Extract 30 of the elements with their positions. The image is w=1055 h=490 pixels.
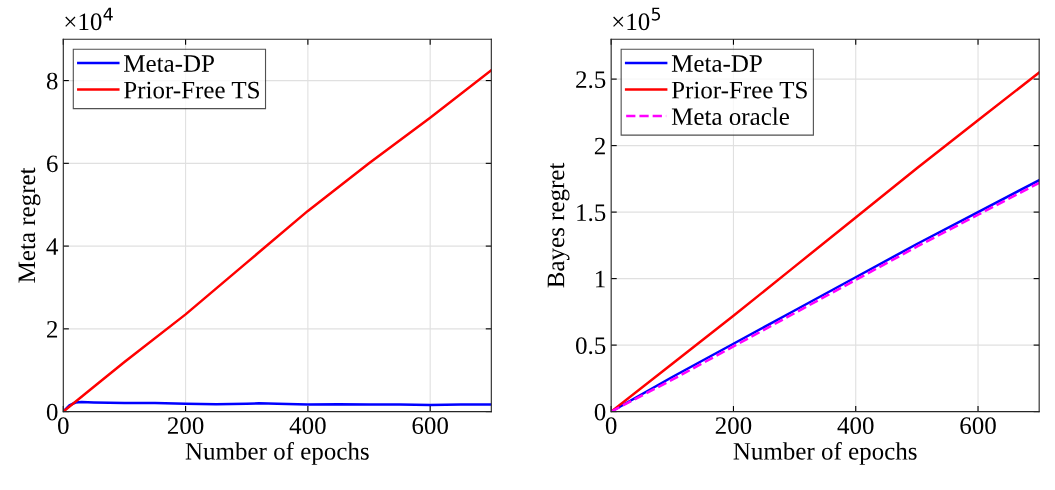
legend-label: Meta-DP [124, 55, 214, 72]
x-tick-label: 200 [167, 417, 204, 435]
y-tick-label: 8 [46, 72, 58, 90]
y-tick-label: 2 [47, 320, 58, 338]
x-tick-label: 0 [58, 417, 69, 435]
y-tick-label: 2.5 [576, 71, 606, 89]
y-axis-title: Meta regret [18, 167, 41, 283]
legend-label: Meta oracle [671, 107, 789, 126]
y-tick-label: 6 [47, 155, 58, 173]
text: ×10$^{5}$ [613, 7, 661, 31]
y-tick-label: 0.5 [576, 337, 606, 355]
legend-label: Meta-DP [671, 55, 762, 72]
text: ×10$^{4}$ [65, 7, 113, 31]
y-tick-label: 4 [46, 238, 59, 255]
y-tick-label: 0 [46, 403, 58, 421]
y-tick-label: 0 [594, 403, 606, 421]
x-axis-title: Number of epochs [185, 441, 369, 465]
x-tick-label: 600 [412, 417, 448, 435]
y-tick-label: 1.5 [577, 204, 606, 222]
legend-label: Prior-Free TS [671, 81, 807, 99]
x-tick-label: 0 [605, 417, 617, 435]
x-tick-label: 200 [715, 417, 752, 435]
y-tick-label: 2 [594, 137, 605, 155]
y-tick-label: 1 [596, 270, 605, 288]
x-axis-title: Number of epochs [733, 441, 917, 465]
legend-label: Prior-Free TS [124, 81, 259, 99]
y-axis-title: Bayes regret [547, 162, 570, 288]
x-tick-label: 600 [960, 417, 996, 435]
x-tick-label: 400 [289, 417, 326, 435]
x-tick-label: 400 [837, 417, 874, 435]
